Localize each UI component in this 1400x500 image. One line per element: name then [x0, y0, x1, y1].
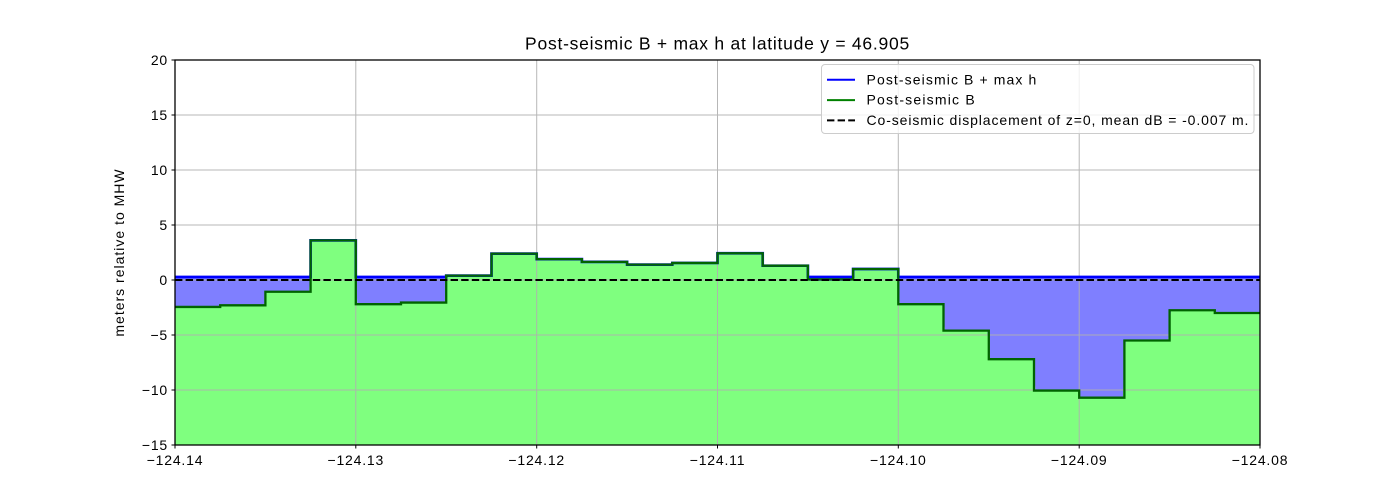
svg-text:20: 20 — [151, 52, 168, 68]
svg-text:−124.11: −124.11 — [690, 452, 746, 468]
svg-text:Co-seismic displacement of z=0: Co-seismic displacement of z=0, mean dB … — [867, 112, 1250, 128]
svg-text:meters relative to MHW: meters relative to MHW — [111, 168, 127, 336]
svg-text:−5: −5 — [150, 327, 168, 343]
svg-text:10: 10 — [151, 162, 168, 178]
svg-text:−15: −15 — [142, 437, 168, 453]
svg-text:−10: −10 — [142, 382, 168, 398]
svg-text:−124.13: −124.13 — [327, 452, 384, 468]
svg-text:Post-seismic B + max h at lati: Post-seismic B + max h at latitude y = 4… — [525, 33, 910, 53]
svg-text:−124.10: −124.10 — [870, 452, 927, 468]
svg-text:−124.14: −124.14 — [147, 452, 204, 468]
svg-text:−124.09: −124.09 — [1051, 452, 1108, 468]
svg-text:5: 5 — [159, 217, 168, 233]
svg-text:−124.12: −124.12 — [508, 452, 565, 468]
svg-text:Post-seismic B + max h: Post-seismic B + max h — [867, 71, 1038, 87]
svg-text:−124.08: −124.08 — [1232, 452, 1289, 468]
svg-text:0: 0 — [159, 272, 168, 288]
svg-text:15: 15 — [151, 107, 168, 123]
svg-text:Post-seismic B: Post-seismic B — [867, 92, 976, 108]
